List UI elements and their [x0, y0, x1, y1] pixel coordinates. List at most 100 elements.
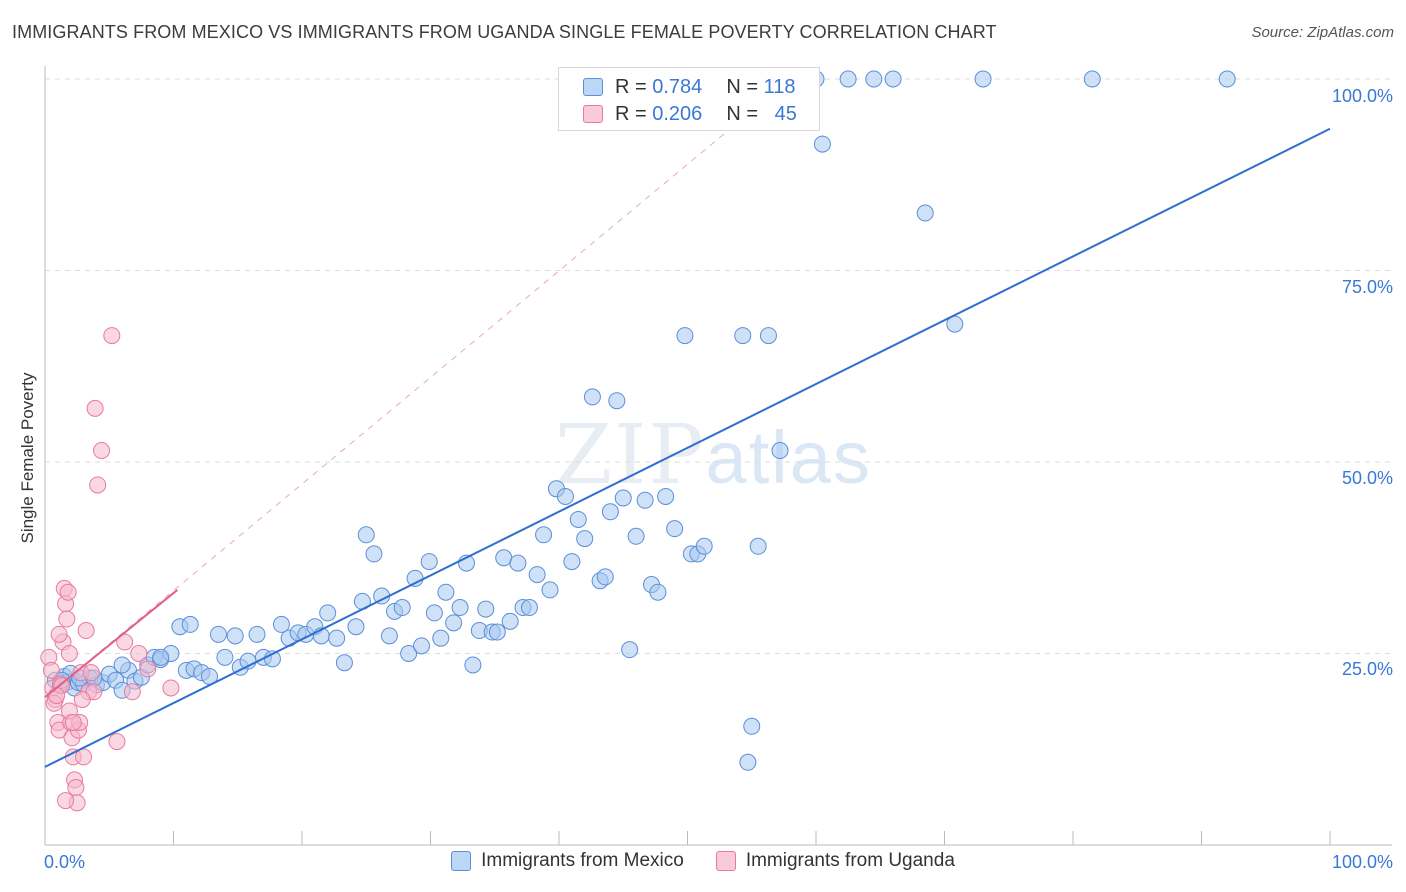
uganda-swatch	[583, 105, 603, 123]
y-tick-50: 50.0%	[1341, 468, 1393, 488]
mexico-point	[621, 641, 639, 659]
legend-item-uganda[interactable]: Immigrants from Uganda	[715, 850, 955, 872]
uganda-r-value: 0.206	[652, 102, 703, 125]
mexico-point	[865, 70, 883, 88]
mexico-r-label: R =	[615, 75, 647, 98]
mexico-point	[608, 392, 626, 410]
x-tick-0: 0.0%	[44, 852, 86, 872]
mexico-point	[649, 583, 667, 601]
legend-item-mexico[interactable]: Immigrants from Mexico	[451, 850, 684, 872]
uganda-n-value: 45	[774, 102, 797, 125]
mexico-point	[583, 388, 601, 406]
mexico-point	[437, 583, 455, 601]
mexico-point	[813, 135, 831, 153]
y-tick-25: 25.0%	[1341, 659, 1393, 679]
mexico-n-label: N =	[726, 75, 758, 98]
mexico-point	[445, 614, 463, 632]
mexico-point	[734, 327, 752, 345]
mexico-point	[464, 656, 482, 674]
uganda-point	[123, 683, 141, 701]
mexico-point	[614, 489, 632, 507]
uganda-point	[93, 442, 111, 460]
mexico-point	[432, 629, 450, 647]
y-tick-75: 75.0%	[1341, 277, 1393, 297]
mexico-point	[248, 625, 266, 643]
uganda-point	[162, 679, 180, 697]
uganda-point	[89, 476, 107, 494]
mexico-point	[749, 537, 767, 555]
mexico-point	[400, 645, 418, 662]
mexico-point	[569, 510, 587, 528]
mexico-point	[451, 599, 469, 617]
uganda-point	[50, 625, 68, 643]
mexico-point	[495, 549, 513, 567]
mexico-point	[272, 615, 290, 633]
mexico-point	[413, 637, 431, 655]
mexico-r-value: 0.784	[652, 75, 703, 98]
mexico-point	[657, 487, 675, 505]
source-label: Source: ZipAtlas.com	[1251, 24, 1394, 41]
mexico-point	[535, 526, 553, 544]
mexico-point	[357, 526, 375, 544]
y-tick-100: 100.0%	[1331, 86, 1393, 106]
mexico-point	[601, 503, 619, 521]
mexico-trend-line	[44, 127, 1331, 768]
mexico-point	[695, 537, 713, 555]
mexico-point	[113, 656, 131, 674]
mexico-point	[181, 615, 199, 633]
uganda-point	[82, 664, 100, 682]
uganda-point	[75, 748, 93, 766]
legend-uganda-label: Immigrants from Uganda	[745, 850, 955, 871]
mexico-point	[216, 648, 234, 666]
mexico-point	[541, 581, 559, 599]
uganda-point	[73, 690, 91, 708]
mexico-point	[501, 612, 519, 630]
mexico-point	[884, 70, 902, 88]
mexico-point	[393, 599, 411, 617]
uganda-trend-line	[44, 589, 178, 698]
watermark: ZIPatlas	[555, 408, 872, 503]
mexico-point	[380, 627, 398, 645]
uganda-point	[60, 645, 78, 662]
mexico-swatch	[583, 78, 603, 96]
mexico-point	[771, 442, 789, 460]
mexico-point	[1218, 70, 1236, 88]
mexico-n-value: 118	[763, 75, 796, 98]
uganda-point	[139, 660, 157, 678]
mexico-point	[335, 654, 353, 672]
mexico-point	[576, 530, 594, 548]
uganda-point	[59, 583, 77, 601]
uganda-point	[48, 687, 66, 705]
mexico-point	[596, 568, 614, 586]
mexico-point	[319, 604, 337, 622]
uganda-n-label: N =	[726, 102, 758, 125]
mexico-point	[477, 600, 495, 618]
mexico-point	[488, 623, 506, 641]
uganda-point	[77, 622, 95, 640]
mexico-point	[759, 327, 777, 345]
mexico-point	[556, 487, 574, 505]
mexico-point	[676, 327, 694, 345]
legend-mexico-label: Immigrants from Mexico	[481, 850, 684, 871]
uganda-point	[64, 713, 82, 731]
uganda-r-label: R =	[615, 102, 647, 125]
mexico-point	[226, 627, 244, 645]
mexico-point	[916, 204, 934, 222]
uganda-point	[103, 327, 121, 345]
mexico-point	[420, 553, 438, 571]
mexico-point	[328, 629, 346, 647]
mexico-point	[425, 604, 443, 622]
uganda-point	[57, 792, 75, 810]
mexico-point	[743, 717, 761, 735]
mexico-point	[347, 618, 365, 636]
stats-row-uganda: R = 0.206 N = 45	[583, 100, 797, 128]
stats-legend: R = 0.784 N = 118 R = 0.206 N = 45	[558, 67, 820, 131]
mexico-point	[636, 491, 654, 509]
series-legend: Immigrants from Mexico Immigrants from U…	[0, 850, 1406, 872]
uganda-point	[86, 399, 104, 417]
uganda-point	[116, 633, 134, 651]
mexico-point	[1083, 70, 1101, 88]
mexico-point	[152, 648, 170, 666]
y-axis-label: Single Female Poverty	[18, 372, 37, 544]
